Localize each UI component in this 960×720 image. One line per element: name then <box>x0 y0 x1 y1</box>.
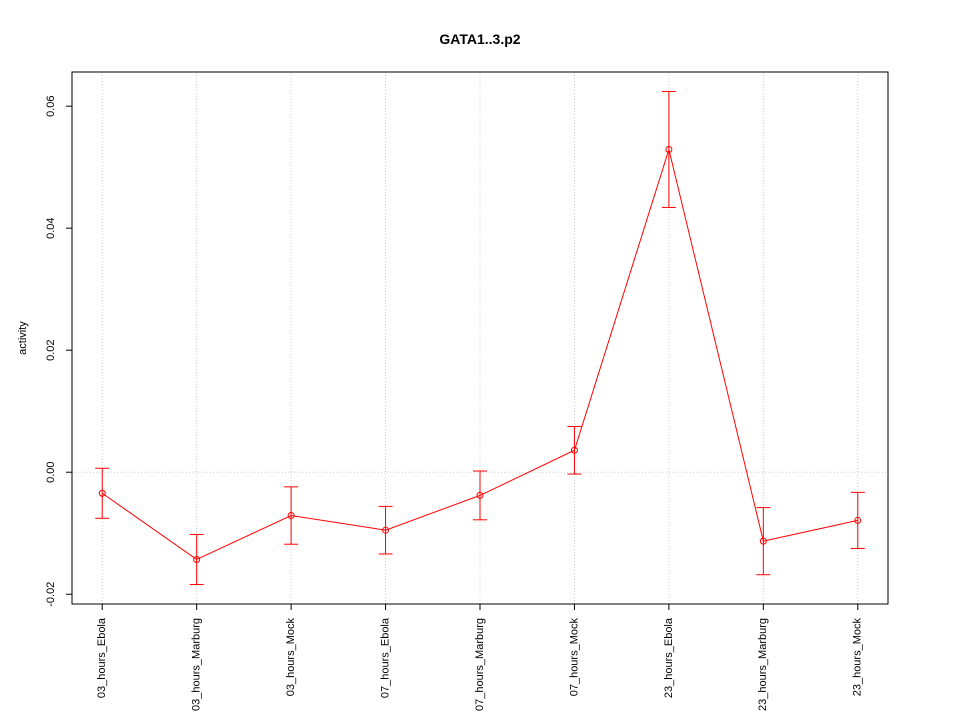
point <box>759 537 767 545</box>
error-bar <box>567 425 582 475</box>
x-tick-label: 23_hours_Marburg <box>757 618 769 711</box>
error-bar <box>850 491 865 549</box>
error-bar <box>95 467 110 519</box>
point <box>476 491 484 499</box>
x-tick-label: 03_hours_Ebola <box>96 617 108 698</box>
chart-title: GATA1..3.p2 <box>439 31 520 47</box>
error-bar <box>756 507 771 576</box>
y-tick-label: 0.06 <box>45 95 57 116</box>
point <box>287 512 295 520</box>
point <box>98 489 106 497</box>
point <box>382 526 390 534</box>
point <box>854 516 862 524</box>
point <box>570 446 578 454</box>
x-tick-label: 07_hours_Marburg <box>474 618 486 711</box>
y-tick-label: 0.02 <box>45 339 57 360</box>
x-tick-label: 03_hours_Mock <box>285 618 297 697</box>
y-tick-label: 0.00 <box>45 462 57 483</box>
error-bar <box>284 486 299 545</box>
x-tick-label: 23_hours_Mock <box>852 618 864 697</box>
error-bar <box>473 470 487 521</box>
x-tick-label: 07_hours_Ebola <box>379 617 391 698</box>
error-bar <box>378 505 393 555</box>
x-tick-label: 23_hours_Ebola <box>663 617 675 698</box>
y-axis-label: activity <box>17 321 29 355</box>
y-tick-label: 0.04 <box>45 217 57 238</box>
y-tick-label: -0.02 <box>45 582 57 607</box>
x-tick-label: 07_hours_Mock <box>568 618 580 697</box>
plot-frame <box>71 71 889 605</box>
x-tick-label: 03_hours_Marburg <box>191 618 203 711</box>
point <box>193 555 201 563</box>
error-bar <box>189 533 204 585</box>
error-bar <box>661 91 676 208</box>
point <box>665 145 673 153</box>
